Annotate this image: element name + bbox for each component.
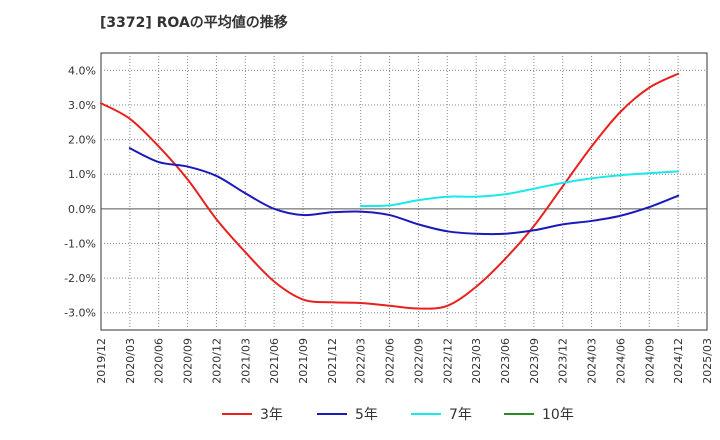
y-tick-label: 0.0%	[68, 203, 96, 216]
x-tick-label: 2024/06	[614, 338, 627, 384]
gridlines	[101, 53, 707, 330]
x-tick-label: 2023/06	[499, 338, 512, 384]
x-tick-label: 2023/12	[557, 338, 570, 384]
x-tick-label: 2022/06	[384, 338, 397, 384]
x-tick-label: 2020/12	[210, 338, 223, 384]
x-tick-label: 2022/09	[412, 338, 425, 384]
series-line-0	[100, 72, 680, 310]
legend-label-0: 3年	[260, 407, 283, 423]
x-tick-label: 2020/06	[153, 338, 166, 384]
legend: 3年 5年 7年 10年	[222, 407, 574, 423]
series-line-2	[359, 170, 680, 208]
x-tick-label: 2020/09	[182, 338, 195, 384]
series-lines	[100, 72, 680, 310]
x-tick-label: 2023/03	[470, 338, 483, 384]
y-tick-label: 2.0%	[68, 134, 96, 147]
x-tick-label: 2021/03	[239, 338, 252, 384]
y-axis: 4.0% 3.0% 2.0% 1.0% 0.0% -1.0% -2.0% -3.0%	[64, 64, 96, 319]
series-line-1	[128, 147, 680, 236]
legend-label-2: 7年	[449, 407, 472, 423]
x-tick-label: 2021/09	[297, 338, 310, 384]
chart-title: [3372] ROAの平均値の推移	[100, 15, 288, 31]
x-tick-label: 2019/12	[95, 338, 108, 384]
x-tick-label: 2023/09	[528, 338, 541, 384]
x-tick-label: 2025/03	[701, 338, 714, 384]
x-tick-label: 2021/12	[326, 338, 339, 384]
y-tick-label: -3.0%	[64, 307, 96, 320]
y-tick-label: 4.0%	[68, 64, 96, 77]
y-tick-label: 1.0%	[68, 168, 96, 181]
x-tick-label: 2024/12	[672, 338, 685, 384]
x-tick-label: 2024/09	[643, 338, 656, 384]
plot-area	[100, 52, 708, 331]
x-axis: 2019/12 2020/03 2020/06 2020/09 2020/12 2021/…	[95, 338, 714, 384]
x-tick-label: 2022/03	[355, 338, 368, 384]
x-tick-label: 2024/03	[586, 338, 599, 384]
y-tick-label: -2.0%	[64, 272, 96, 285]
x-tick-label: 2021/06	[268, 338, 281, 384]
legend-label-3: 10年	[542, 407, 574, 423]
legend-label-1: 5年	[355, 407, 378, 423]
y-tick-label: 3.0%	[68, 99, 96, 112]
y-tick-label: -1.0%	[64, 237, 96, 250]
x-tick-label: 2022/12	[441, 338, 454, 384]
x-tick-label: 2020/03	[124, 338, 137, 384]
